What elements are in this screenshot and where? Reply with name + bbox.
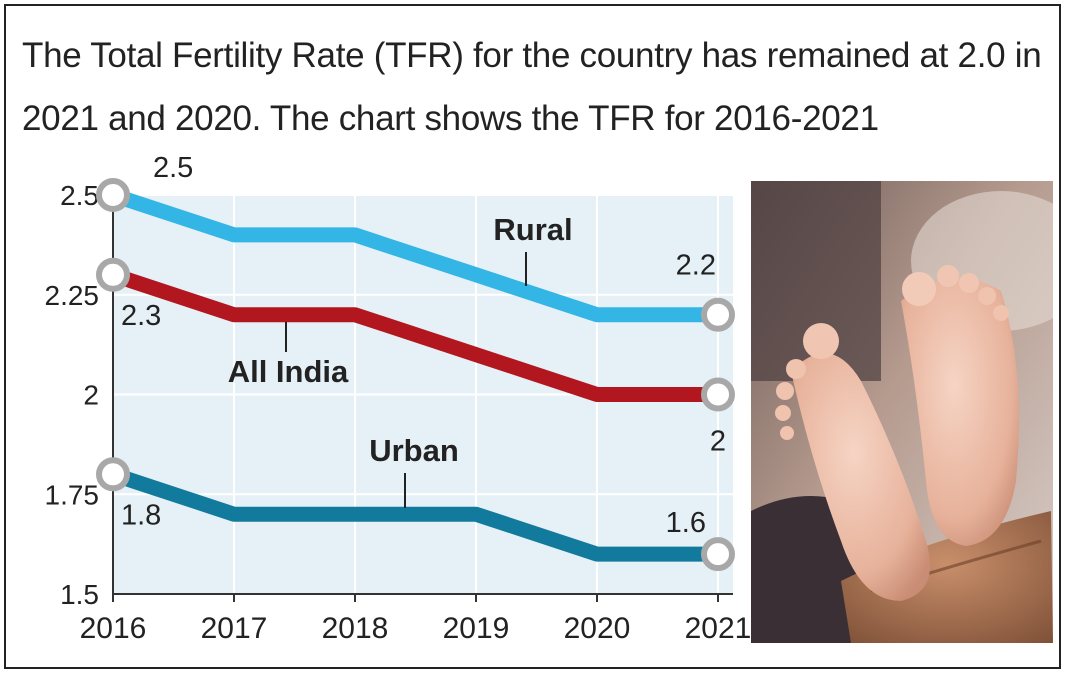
y-tick-label: 1.5	[60, 579, 99, 610]
endpoint-marker	[96, 257, 130, 292]
data-label: 2.5	[153, 152, 193, 184]
figure-frame	[4, 4, 1061, 669]
endpoint-marker	[701, 537, 735, 572]
series-line-all-india	[110, 267, 718, 402]
data-label: 2.3	[121, 300, 161, 332]
data-label: 1.8	[121, 499, 161, 531]
endpoint-marker	[96, 457, 130, 492]
x-tick-label: 2020	[564, 612, 631, 645]
data-label: 1.6	[666, 507, 706, 539]
series-name-label: Urban	[369, 433, 459, 468]
endpoint-marker	[701, 377, 735, 412]
baby-feet-photo	[751, 181, 1053, 643]
x-tick-label: 2021	[685, 612, 752, 645]
endpoint-marker	[701, 297, 735, 332]
series-line-urban	[110, 467, 718, 562]
endpoint-marker	[96, 178, 130, 212]
series-name-label: All India	[228, 354, 349, 389]
headline: The Total Fertility Rate (TFR) for the c…	[22, 36, 1042, 138]
y-tick-label: 2.5	[60, 180, 99, 211]
x-tick-label: 2019	[443, 612, 510, 645]
x-tick-label: 2017	[201, 612, 268, 645]
data-label: 2	[710, 426, 726, 458]
data-label: 2.2	[676, 250, 716, 282]
x-tick-label: 2018	[322, 612, 389, 645]
x-tick-label: 2016	[80, 612, 147, 645]
y-tick-label: 1.75	[45, 479, 100, 510]
y-tick-label: 2.25	[45, 280, 100, 311]
series-line-rural	[110, 187, 718, 323]
y-tick-label: 2	[83, 380, 99, 411]
series-name-label: Rural	[493, 212, 572, 247]
